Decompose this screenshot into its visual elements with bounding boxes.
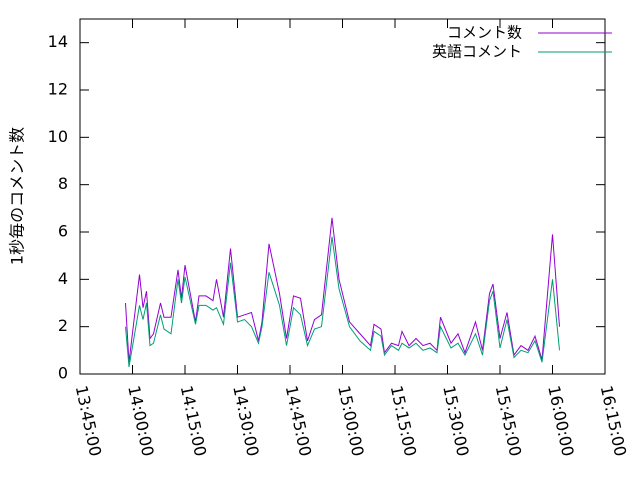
x-tick-label: 14:30:00 <box>229 384 263 458</box>
x-tick-label: 16:15:00 <box>597 384 631 458</box>
x-tick-label: 14:00:00 <box>124 384 158 458</box>
x-tick-label: 13:45:00 <box>72 384 106 458</box>
y-tick-label: 10 <box>48 127 68 146</box>
y-tick-label: 12 <box>48 80 68 99</box>
x-tick-label: 14:45:00 <box>282 384 316 458</box>
y-tick-label: 14 <box>48 32 68 51</box>
y-tick-label: 6 <box>58 222 68 241</box>
x-tick-label: 15:15:00 <box>387 384 421 458</box>
x-tick-label: 15:00:00 <box>334 384 368 458</box>
y-tick-label: 2 <box>58 316 68 335</box>
y-tick-label: 8 <box>58 174 68 193</box>
y-tick-label: 0 <box>58 364 68 383</box>
x-tick-label: 16:00:00 <box>544 384 578 458</box>
legend-label: コメント数 <box>447 24 522 42</box>
x-tick-label: 14:15:00 <box>177 384 211 458</box>
series-line <box>125 236 560 367</box>
x-tick-label: 15:30:00 <box>439 384 473 458</box>
series-line <box>125 217 560 363</box>
legend-label: 英語コメント <box>432 43 522 61</box>
y-tick-label: 4 <box>58 269 68 288</box>
x-tick-label: 15:45:00 <box>492 384 526 458</box>
y-axis-label: 1秒毎のコメント数 <box>8 127 27 265</box>
